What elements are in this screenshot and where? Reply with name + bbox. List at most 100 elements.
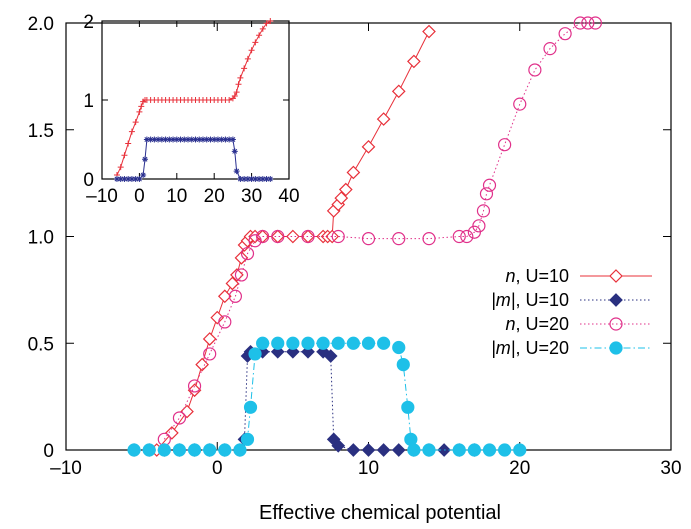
main-point [346, 443, 361, 457]
main-point [376, 112, 391, 126]
inset-point [128, 128, 135, 135]
main-y-tick-label: 1.0 [28, 228, 54, 249]
main-point [127, 443, 141, 457]
main-series-3 [127, 336, 527, 457]
main-series-line [163, 22, 596, 440]
inset-x-tick-label: 20 [204, 186, 225, 207]
inset-x-tick-label: 10 [166, 186, 187, 207]
inset-point [188, 136, 195, 143]
main-point [361, 232, 376, 246]
legend-item: |m|, U=20 [491, 338, 652, 358]
main-point [588, 16, 602, 30]
inset-y-tick-label: 1 [83, 91, 94, 112]
main-y-tick-label: 0 [43, 441, 54, 462]
inset-point [226, 136, 233, 143]
main-point [233, 443, 247, 457]
main-point [498, 138, 512, 152]
main-point [472, 219, 486, 233]
legend: n, U=10 |m|, U=10 n, U=20 |m|, U=20 [491, 266, 652, 358]
inset-x-tick-label: –10 [86, 186, 118, 207]
inset-y-tick-label: 2 [83, 12, 94, 33]
legend-item: n, U=20 [505, 314, 652, 334]
x-axis-label: Effective chemical potential [259, 502, 501, 524]
inset-point [267, 18, 274, 24]
main-point [460, 229, 474, 244]
inset-point [181, 136, 188, 143]
main-point [422, 232, 436, 246]
main-point [407, 54, 421, 69]
inset-point [226, 97, 233, 103]
main-point [346, 165, 361, 180]
inset-point [233, 89, 240, 96]
inset-point [173, 136, 180, 143]
main-point [243, 400, 258, 414]
legend-label: |m|, U=10 [491, 290, 569, 310]
main-point [581, 16, 595, 30]
inset-point [142, 156, 149, 163]
main-point [157, 443, 171, 457]
main-point [248, 234, 262, 248]
main-point [361, 336, 376, 350]
main-point [513, 443, 527, 457]
main-point [377, 336, 391, 350]
main-point [228, 289, 242, 303]
main-point [256, 229, 270, 244]
main-point [203, 347, 217, 361]
main-point [482, 178, 497, 192]
main-point [301, 336, 315, 350]
inset-x-tick-label: 40 [278, 186, 299, 207]
inset-point [248, 176, 255, 182]
main-point [452, 229, 466, 244]
main-point [452, 443, 466, 457]
main-point [256, 336, 270, 350]
inset-point [196, 136, 203, 143]
main-point [172, 411, 187, 425]
main-point [202, 332, 217, 346]
inset-point [132, 176, 139, 182]
inset-point [222, 136, 229, 143]
inset-point [199, 136, 206, 143]
legend-label: n, U=20 [505, 314, 569, 334]
inset-point [121, 152, 128, 159]
inset-point [233, 168, 240, 175]
main-point [513, 97, 527, 111]
inset-point [143, 136, 150, 143]
main-x-tick-label: 20 [509, 458, 530, 479]
main-point [323, 349, 338, 363]
main-point [392, 340, 406, 355]
main-point [225, 276, 240, 291]
inset-point [237, 74, 244, 81]
legend-label: |m|, U=20 [491, 338, 569, 358]
inset-point [229, 136, 236, 143]
main-point [271, 229, 285, 244]
main-point [543, 42, 557, 56]
inset-series-line [116, 20, 271, 176]
inset-point [207, 136, 214, 143]
inset-point [267, 176, 274, 182]
inset-point [136, 176, 143, 182]
main-x-tick-label: 30 [660, 458, 681, 479]
inset-point [241, 65, 248, 72]
legend-marker [609, 341, 623, 355]
inset-point [244, 55, 251, 62]
inset-point [252, 176, 259, 182]
main-point [271, 336, 285, 350]
inset-point [259, 25, 266, 32]
legend-marker [609, 317, 623, 331]
inset-point [125, 176, 132, 182]
main-point [401, 400, 415, 414]
main-point [346, 336, 360, 350]
main-point [338, 182, 353, 197]
main-point [476, 204, 491, 218]
main-point [248, 347, 262, 361]
inset-point [248, 47, 255, 54]
inset-point [256, 32, 263, 39]
main-point [218, 315, 232, 329]
main-point [187, 443, 202, 457]
inset-point [244, 176, 251, 182]
inset-point [231, 93, 238, 100]
inset-point [218, 136, 225, 143]
inset-point [256, 176, 263, 182]
